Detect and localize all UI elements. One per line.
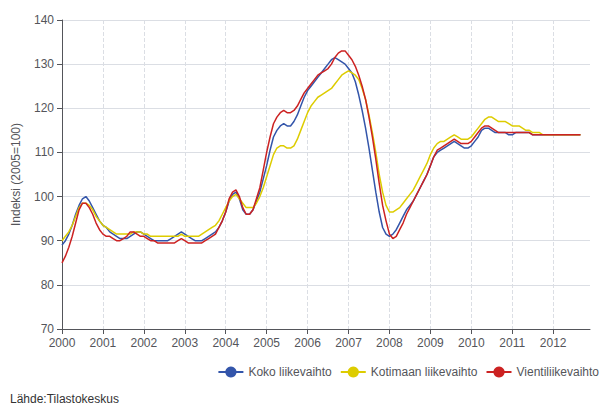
svg-text:2004: 2004 bbox=[212, 336, 239, 350]
svg-text:110: 110 bbox=[35, 145, 54, 159]
svg-text:140: 140 bbox=[34, 13, 54, 27]
svg-text:2009: 2009 bbox=[417, 336, 444, 350]
svg-text:130: 130 bbox=[34, 57, 54, 71]
svg-text:Vientiliikevaihto: Vientiliikevaihto bbox=[517, 365, 600, 379]
svg-text:2008: 2008 bbox=[376, 336, 403, 350]
svg-text:2007: 2007 bbox=[335, 336, 362, 350]
svg-text:100: 100 bbox=[34, 190, 54, 204]
svg-text:2006: 2006 bbox=[294, 336, 321, 350]
svg-text:70: 70 bbox=[41, 322, 55, 336]
svg-text:80: 80 bbox=[41, 278, 55, 292]
svg-text:Lähde:Tilastokeskus: Lähde:Tilastokeskus bbox=[10, 392, 119, 406]
svg-text:2012: 2012 bbox=[540, 336, 567, 350]
svg-text:90: 90 bbox=[41, 234, 55, 248]
svg-text:Kotimaan liikevaihto: Kotimaan liikevaihto bbox=[371, 365, 478, 379]
svg-text:2002: 2002 bbox=[131, 336, 158, 350]
svg-text:120: 120 bbox=[34, 101, 54, 115]
svg-text:2005: 2005 bbox=[253, 336, 280, 350]
svg-text:Indeksi (2005=100): Indeksi (2005=100) bbox=[9, 123, 23, 226]
svg-text:2003: 2003 bbox=[171, 336, 198, 350]
svg-text:Koko liikevaihto: Koko liikevaihto bbox=[248, 365, 332, 379]
svg-text:2011: 2011 bbox=[499, 336, 525, 350]
svg-text:2001: 2001 bbox=[90, 336, 117, 350]
svg-text:2010: 2010 bbox=[458, 336, 485, 350]
svg-text:2000: 2000 bbox=[49, 336, 76, 350]
